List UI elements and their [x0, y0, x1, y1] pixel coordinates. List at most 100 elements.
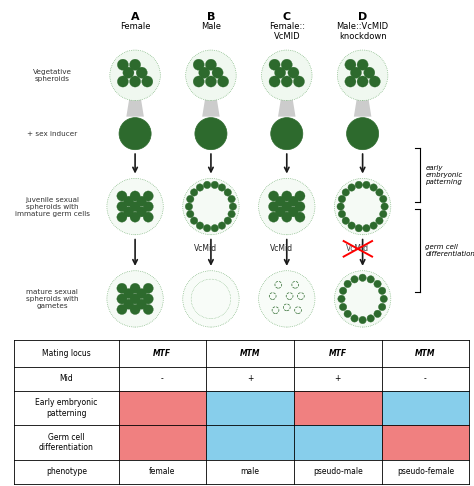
Ellipse shape — [185, 203, 192, 210]
Ellipse shape — [355, 225, 363, 232]
Text: male: male — [240, 468, 260, 476]
Ellipse shape — [124, 289, 134, 299]
Ellipse shape — [107, 271, 163, 327]
Ellipse shape — [355, 181, 363, 189]
Ellipse shape — [351, 315, 358, 322]
Ellipse shape — [345, 59, 356, 70]
Ellipse shape — [381, 203, 388, 210]
Ellipse shape — [124, 207, 134, 217]
Bar — [206, 425, 294, 460]
Ellipse shape — [344, 280, 351, 288]
Ellipse shape — [183, 271, 239, 327]
Text: pseudo-male: pseudo-male — [313, 468, 363, 476]
Polygon shape — [354, 99, 371, 117]
Text: Male: Male — [201, 22, 221, 31]
Ellipse shape — [275, 207, 285, 217]
Text: A: A — [131, 12, 139, 22]
Ellipse shape — [143, 283, 154, 294]
Ellipse shape — [117, 294, 127, 304]
Ellipse shape — [117, 283, 127, 294]
Ellipse shape — [107, 178, 163, 235]
Text: Mating locus: Mating locus — [42, 349, 91, 358]
Ellipse shape — [203, 225, 211, 232]
Text: + sex inducer: + sex inducer — [27, 131, 77, 137]
Ellipse shape — [288, 207, 298, 217]
Ellipse shape — [363, 181, 370, 189]
Ellipse shape — [274, 67, 286, 78]
Ellipse shape — [137, 289, 146, 299]
Ellipse shape — [259, 271, 315, 327]
Ellipse shape — [269, 76, 280, 87]
Ellipse shape — [186, 50, 236, 101]
Ellipse shape — [348, 184, 356, 191]
Bar — [382, 425, 469, 460]
Ellipse shape — [271, 118, 303, 150]
Text: phenotype: phenotype — [46, 468, 87, 476]
Bar — [118, 425, 206, 460]
Ellipse shape — [378, 287, 386, 295]
Ellipse shape — [357, 59, 368, 70]
Text: -: - — [424, 374, 427, 383]
Text: male: male — [328, 438, 347, 447]
Ellipse shape — [338, 295, 345, 303]
Ellipse shape — [370, 222, 377, 229]
Ellipse shape — [117, 212, 127, 222]
Ellipse shape — [275, 196, 285, 207]
Ellipse shape — [137, 299, 146, 309]
Text: Germ cell
differentiation: Germ cell differentiation — [39, 433, 94, 452]
Ellipse shape — [348, 222, 356, 229]
Ellipse shape — [130, 283, 140, 294]
Ellipse shape — [376, 189, 383, 196]
Ellipse shape — [367, 276, 374, 283]
Ellipse shape — [136, 67, 147, 78]
Bar — [294, 391, 382, 425]
Polygon shape — [202, 99, 219, 117]
Ellipse shape — [199, 67, 210, 78]
Ellipse shape — [110, 50, 160, 101]
Ellipse shape — [295, 202, 305, 211]
Text: germ cell
differentiation: germ cell differentiation — [425, 244, 474, 257]
Ellipse shape — [191, 217, 198, 225]
Ellipse shape — [378, 303, 386, 311]
Ellipse shape — [224, 217, 231, 225]
Ellipse shape — [259, 178, 315, 235]
Ellipse shape — [129, 59, 141, 70]
Ellipse shape — [137, 196, 146, 207]
Ellipse shape — [195, 118, 227, 150]
Text: female: female — [325, 403, 351, 413]
Text: Early embryonic
patterning: Early embryonic patterning — [35, 398, 98, 417]
Ellipse shape — [342, 217, 349, 225]
Ellipse shape — [342, 189, 349, 196]
Ellipse shape — [367, 315, 374, 322]
Ellipse shape — [380, 195, 387, 203]
Ellipse shape — [193, 76, 204, 87]
Ellipse shape — [363, 225, 370, 232]
Ellipse shape — [359, 316, 366, 324]
Text: VcMid: VcMid — [270, 244, 293, 253]
Ellipse shape — [124, 299, 134, 309]
Ellipse shape — [374, 310, 381, 317]
Ellipse shape — [288, 196, 298, 207]
Text: MTM: MTM — [415, 349, 436, 358]
Bar — [118, 391, 206, 425]
Ellipse shape — [346, 118, 379, 150]
Ellipse shape — [262, 50, 312, 101]
Ellipse shape — [143, 212, 154, 222]
Ellipse shape — [370, 184, 377, 191]
Text: pseudo-female: pseudo-female — [397, 468, 454, 476]
Ellipse shape — [282, 202, 292, 211]
Text: -: - — [161, 374, 164, 383]
Ellipse shape — [205, 59, 217, 70]
Ellipse shape — [344, 310, 351, 317]
Ellipse shape — [130, 212, 140, 222]
Text: Mid: Mid — [59, 374, 73, 383]
Bar — [382, 391, 469, 425]
Ellipse shape — [376, 217, 383, 225]
Ellipse shape — [380, 210, 387, 218]
Ellipse shape — [118, 59, 128, 70]
Ellipse shape — [345, 76, 356, 87]
Text: MTF: MTF — [328, 349, 347, 358]
Ellipse shape — [187, 210, 194, 218]
Ellipse shape — [183, 178, 239, 235]
Ellipse shape — [196, 222, 204, 229]
